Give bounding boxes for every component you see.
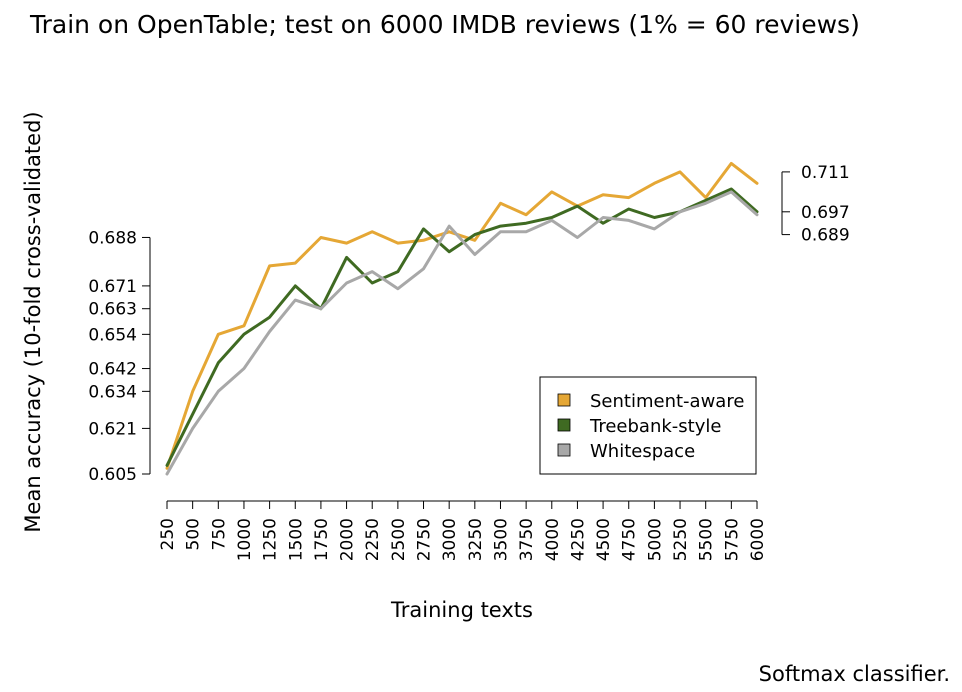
y-tick-label: 0.663 [88, 300, 137, 320]
x-tick-label: 2500 [389, 518, 409, 561]
x-tick-label: 4750 [620, 518, 640, 561]
y-right-tick-label: 0.689 [801, 226, 850, 246]
x-tick-label: 750 [209, 518, 229, 550]
x-tick-label: 1750 [312, 518, 332, 561]
legend-key-treebank-style [557, 418, 571, 432]
x-axis-label: Training texts [390, 598, 533, 622]
x-tick-label: 5000 [645, 518, 665, 561]
y-right-tick-label: 0.697 [801, 203, 850, 223]
x-tick-label: 6000 [748, 518, 768, 561]
x-tick-label: 5500 [697, 518, 717, 561]
series-line-treebank-style [165, 187, 759, 467]
x-tick-label: 4500 [594, 518, 614, 561]
y-tick-label: 0.634 [88, 382, 137, 402]
legend-box [539, 376, 757, 475]
x-tick-label: 1000 [235, 518, 255, 561]
legend-key-sentiment-aware [557, 393, 571, 407]
y-right-tick-label: 0.711 [801, 163, 850, 183]
x-tick-label: 1250 [261, 518, 281, 561]
y-axis-right: 0.689 0.697 0.711 [781, 163, 850, 246]
x-tick-label: 3750 [517, 518, 537, 561]
x-tick-label: 2750 [415, 518, 435, 561]
y-tick-label: 0.621 [88, 419, 137, 439]
x-axis: 250 500 750 1000 1250 1500 1750 2000 2250 2500 275… [158, 500, 768, 561]
y-tick-label: 0.688 [88, 228, 137, 248]
x-tick-label: 4000 [543, 518, 563, 561]
x-tick-label: 5250 [671, 518, 691, 561]
x-tick-label: 4250 [568, 518, 588, 561]
x-tick-label: 3000 [440, 518, 460, 561]
series-line-whitespace [165, 190, 759, 476]
x-tick-label: 250 [158, 518, 178, 550]
x-tick-label: 2000 [338, 518, 358, 561]
caption: Softmax classifier. [759, 662, 950, 686]
y-tick-label: 0.654 [88, 325, 137, 345]
y-tick-label: 0.605 [88, 465, 137, 485]
series-line-sentiment-aware [165, 161, 759, 470]
x-tick-label: 2250 [363, 518, 383, 561]
legend-label-sentiment-aware: Sentiment-aware [590, 391, 744, 412]
legend-label-whitespace: Whitespace [590, 441, 695, 462]
legend-label-treebank-style: Treebank-style [589, 416, 721, 437]
x-tick-label: 3500 [491, 518, 511, 561]
series-lines [165, 161, 759, 476]
x-tick-label: 3250 [466, 518, 486, 561]
x-tick-label: 1500 [286, 518, 306, 561]
y-axis-label: Mean accuracy (10-fold cross-validated) [21, 111, 45, 532]
x-tick-label: 5750 [722, 518, 742, 561]
y-tick-label: 0.671 [88, 277, 137, 297]
legend-key-whitespace [557, 443, 571, 457]
legend: Sentiment-aware Treebank-style Whitespac… [539, 376, 757, 475]
x-tick-label: 500 [184, 518, 204, 550]
y-tick-label: 0.642 [88, 360, 137, 380]
chart-title: Train on OpenTable; test on 6000 IMDB re… [29, 10, 860, 39]
